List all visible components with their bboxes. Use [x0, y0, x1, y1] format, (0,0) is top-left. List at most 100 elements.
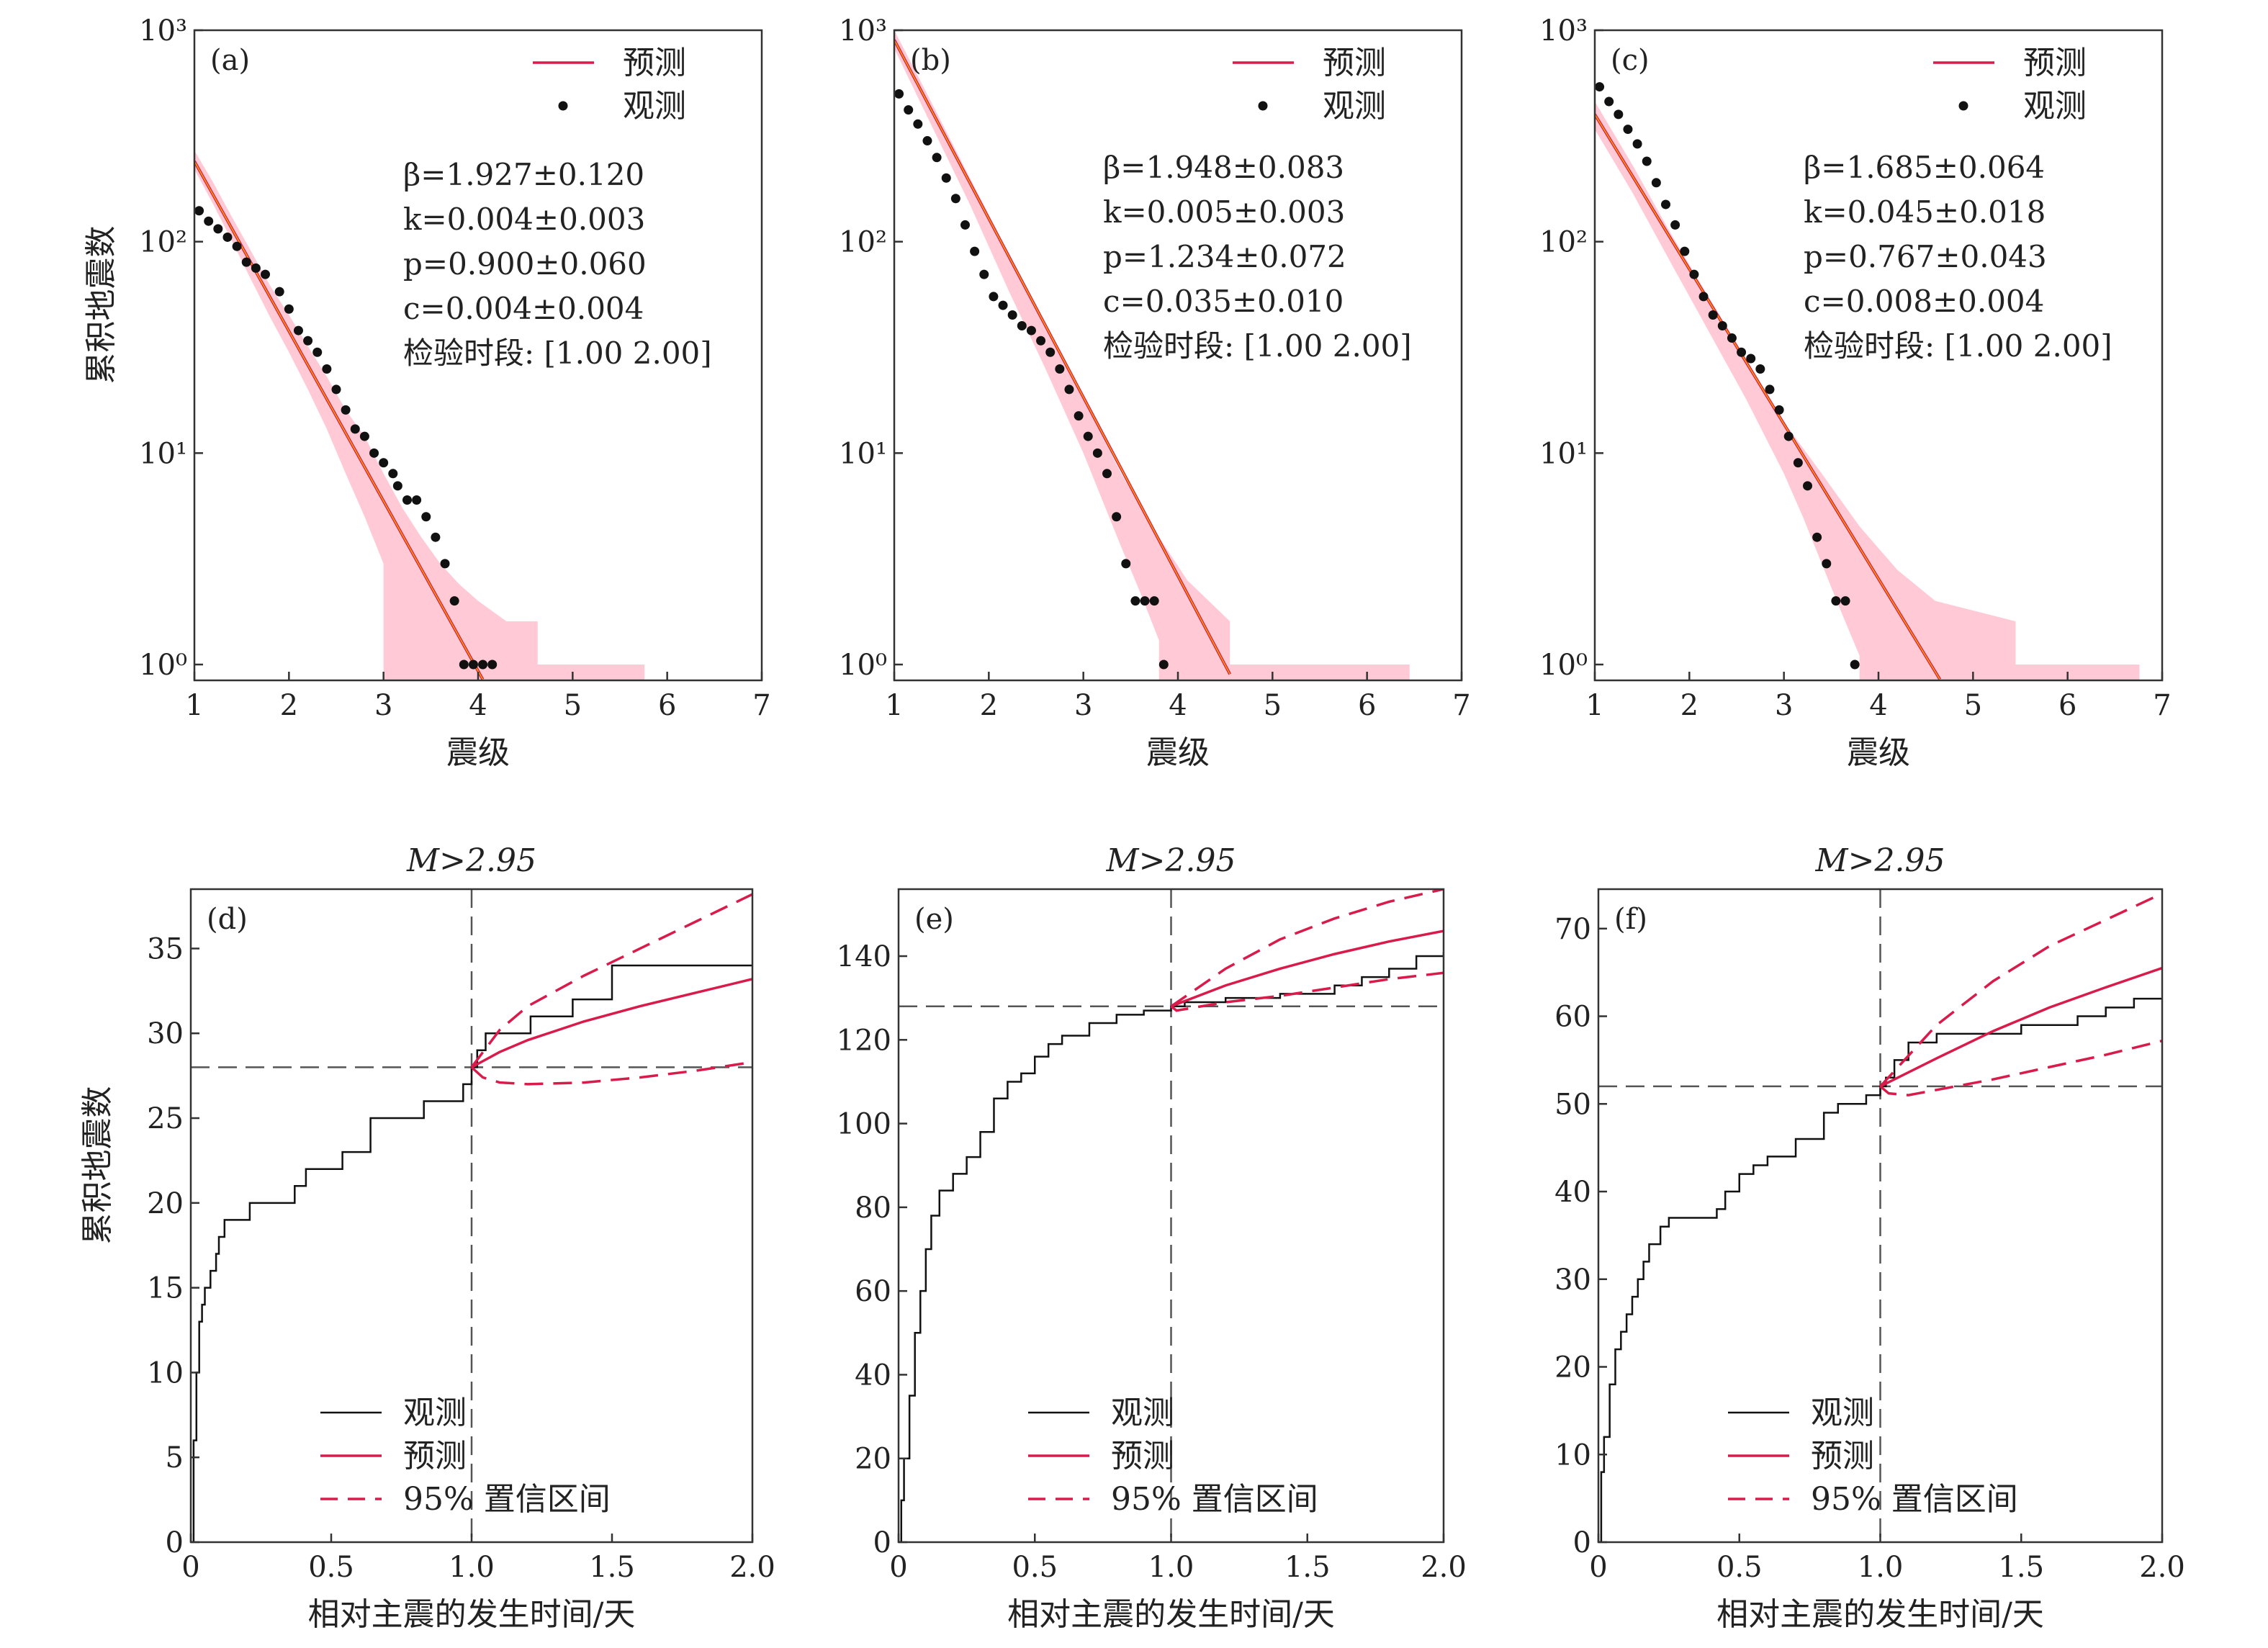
y-tick-label: 30 — [1554, 1264, 1591, 1297]
y-tick-label: 35 — [147, 932, 184, 965]
observed-point — [1670, 220, 1680, 230]
legend-swatch-observe — [1958, 101, 1968, 111]
panel-letter: (d) — [207, 903, 248, 936]
x-tick-label: 5 — [1264, 689, 1282, 722]
observed-point — [1774, 405, 1784, 415]
observed-point — [261, 269, 270, 279]
observed-point — [1783, 431, 1794, 441]
x-tick-label: 4 — [469, 689, 487, 722]
observed-point — [932, 153, 942, 163]
observed-point — [989, 292, 999, 302]
legend-label: 观测 — [403, 1395, 467, 1431]
panel-f: 0 0.5 1.0 1.5 2.0 0 10 20 30 40 50 60 70 (f) 相对主震的发生时间… — [1554, 842, 2185, 1633]
x-tick-label: 3 — [374, 689, 392, 722]
observed-point — [222, 232, 233, 242]
observed-point — [979, 269, 989, 279]
observed-point — [1632, 139, 1642, 149]
x-tick-label: 7 — [2153, 689, 2171, 722]
y-tick-label: 10⁰ — [1539, 649, 1588, 682]
observed-point — [468, 659, 478, 670]
parameter-text: k=0.045±0.018 — [1804, 194, 2046, 230]
y-tick-label: 10² — [139, 226, 187, 259]
observed-point — [293, 325, 303, 336]
observed-point — [1831, 596, 1841, 606]
x-tick-label: 0 — [1589, 1551, 1607, 1584]
legend-label: 观测 — [1811, 1395, 1874, 1431]
ci-upper-line — [1170, 889, 1444, 1008]
observed-point — [1737, 347, 1747, 357]
observed-point — [359, 431, 369, 441]
y-tick-label: 140 — [837, 940, 891, 973]
ci-upper-line — [1879, 892, 2162, 1088]
y-axis-label: 累积地震数 — [83, 226, 120, 384]
legend-label: 观测 — [2023, 88, 2087, 125]
legend-label: 预测 — [403, 1438, 467, 1474]
y-tick-label: 30 — [147, 1017, 184, 1050]
confidence-band — [194, 150, 645, 680]
predicted-line — [1170, 929, 1444, 1008]
y-tick-label: 0 — [166, 1526, 184, 1559]
x-tick-label: 2 — [280, 689, 298, 722]
x-tick-label: 4 — [1169, 689, 1187, 722]
prediction-line-core — [194, 161, 484, 680]
observed-point — [941, 173, 951, 183]
y-tick-label: 10¹ — [1539, 437, 1588, 470]
ci-lower-line — [1170, 971, 1444, 1012]
x-tick-label: 1.5 — [589, 1551, 635, 1584]
observed-point — [1698, 292, 1709, 302]
parameter-text: β=1.948±0.083 — [1103, 150, 1344, 185]
observed-point — [1121, 559, 1131, 569]
observed-point — [922, 136, 932, 146]
parameter-text: c=0.035±0.010 — [1103, 284, 1344, 319]
observed-point — [1822, 559, 1832, 569]
x-axis-label: 相对主震的发生时间/天 — [308, 1596, 636, 1633]
observed-point — [1045, 347, 1056, 357]
y-tick-label: 70 — [1554, 913, 1591, 946]
observed-point — [232, 241, 242, 251]
observed-point — [341, 405, 351, 415]
x-tick-label: 7 — [1452, 689, 1470, 722]
parameter-text: k=0.004±0.003 — [403, 202, 645, 237]
observed-step-line — [191, 964, 752, 1542]
x-tick-label: 5 — [1964, 689, 1982, 722]
legend-label: 95% 置信区间 — [1811, 1481, 2018, 1518]
y-tick-label: 60 — [1554, 1001, 1591, 1034]
observed-point — [1755, 364, 1765, 374]
observed-point — [303, 336, 313, 346]
observed-point — [1140, 596, 1150, 606]
parameter-text: k=0.005±0.003 — [1103, 194, 1345, 230]
observed-point — [331, 384, 341, 395]
observed-point — [1642, 156, 1652, 166]
observed-point — [1623, 125, 1633, 135]
parameter-text: 检验时段: [1.00 2.00] — [1103, 328, 1412, 364]
x-tick-label: 1 — [185, 689, 203, 722]
panel-title: M>2.95 — [1815, 842, 1945, 879]
parameter-text: p=0.900±0.060 — [403, 246, 647, 282]
x-axis-label: 相对主震的发生时间/天 — [1716, 1596, 2044, 1633]
x-axis-label: 震级 — [446, 734, 510, 771]
observed-point — [1102, 469, 1112, 479]
plot-area — [899, 889, 1444, 1542]
observed-point — [379, 458, 389, 468]
observed-point — [1158, 659, 1169, 670]
observed-point — [1793, 458, 1803, 468]
parameter-text: p=0.767±0.043 — [1804, 239, 2047, 274]
x-tick-label: 4 — [1869, 689, 1887, 722]
x-tick-label: 1.5 — [1998, 1551, 2044, 1584]
observed-point — [204, 216, 214, 226]
observed-point — [213, 224, 223, 234]
parameter-text: p=1.234±0.072 — [1103, 239, 1346, 274]
y-tick-label: 10² — [839, 226, 887, 259]
x-tick-label: 2.0 — [729, 1551, 775, 1584]
observed-point — [1717, 321, 1727, 331]
observed-point — [459, 659, 469, 670]
x-tick-label: 3 — [1074, 689, 1092, 722]
observed-point — [1604, 96, 1614, 107]
y-tick-label: 5 — [166, 1441, 184, 1474]
observed-point — [449, 596, 459, 606]
observed-point — [1130, 596, 1140, 606]
panel-letter: (b) — [910, 44, 951, 77]
y-tick-label: 10 — [1554, 1438, 1591, 1472]
x-axis-label: 震级 — [1847, 734, 1910, 771]
